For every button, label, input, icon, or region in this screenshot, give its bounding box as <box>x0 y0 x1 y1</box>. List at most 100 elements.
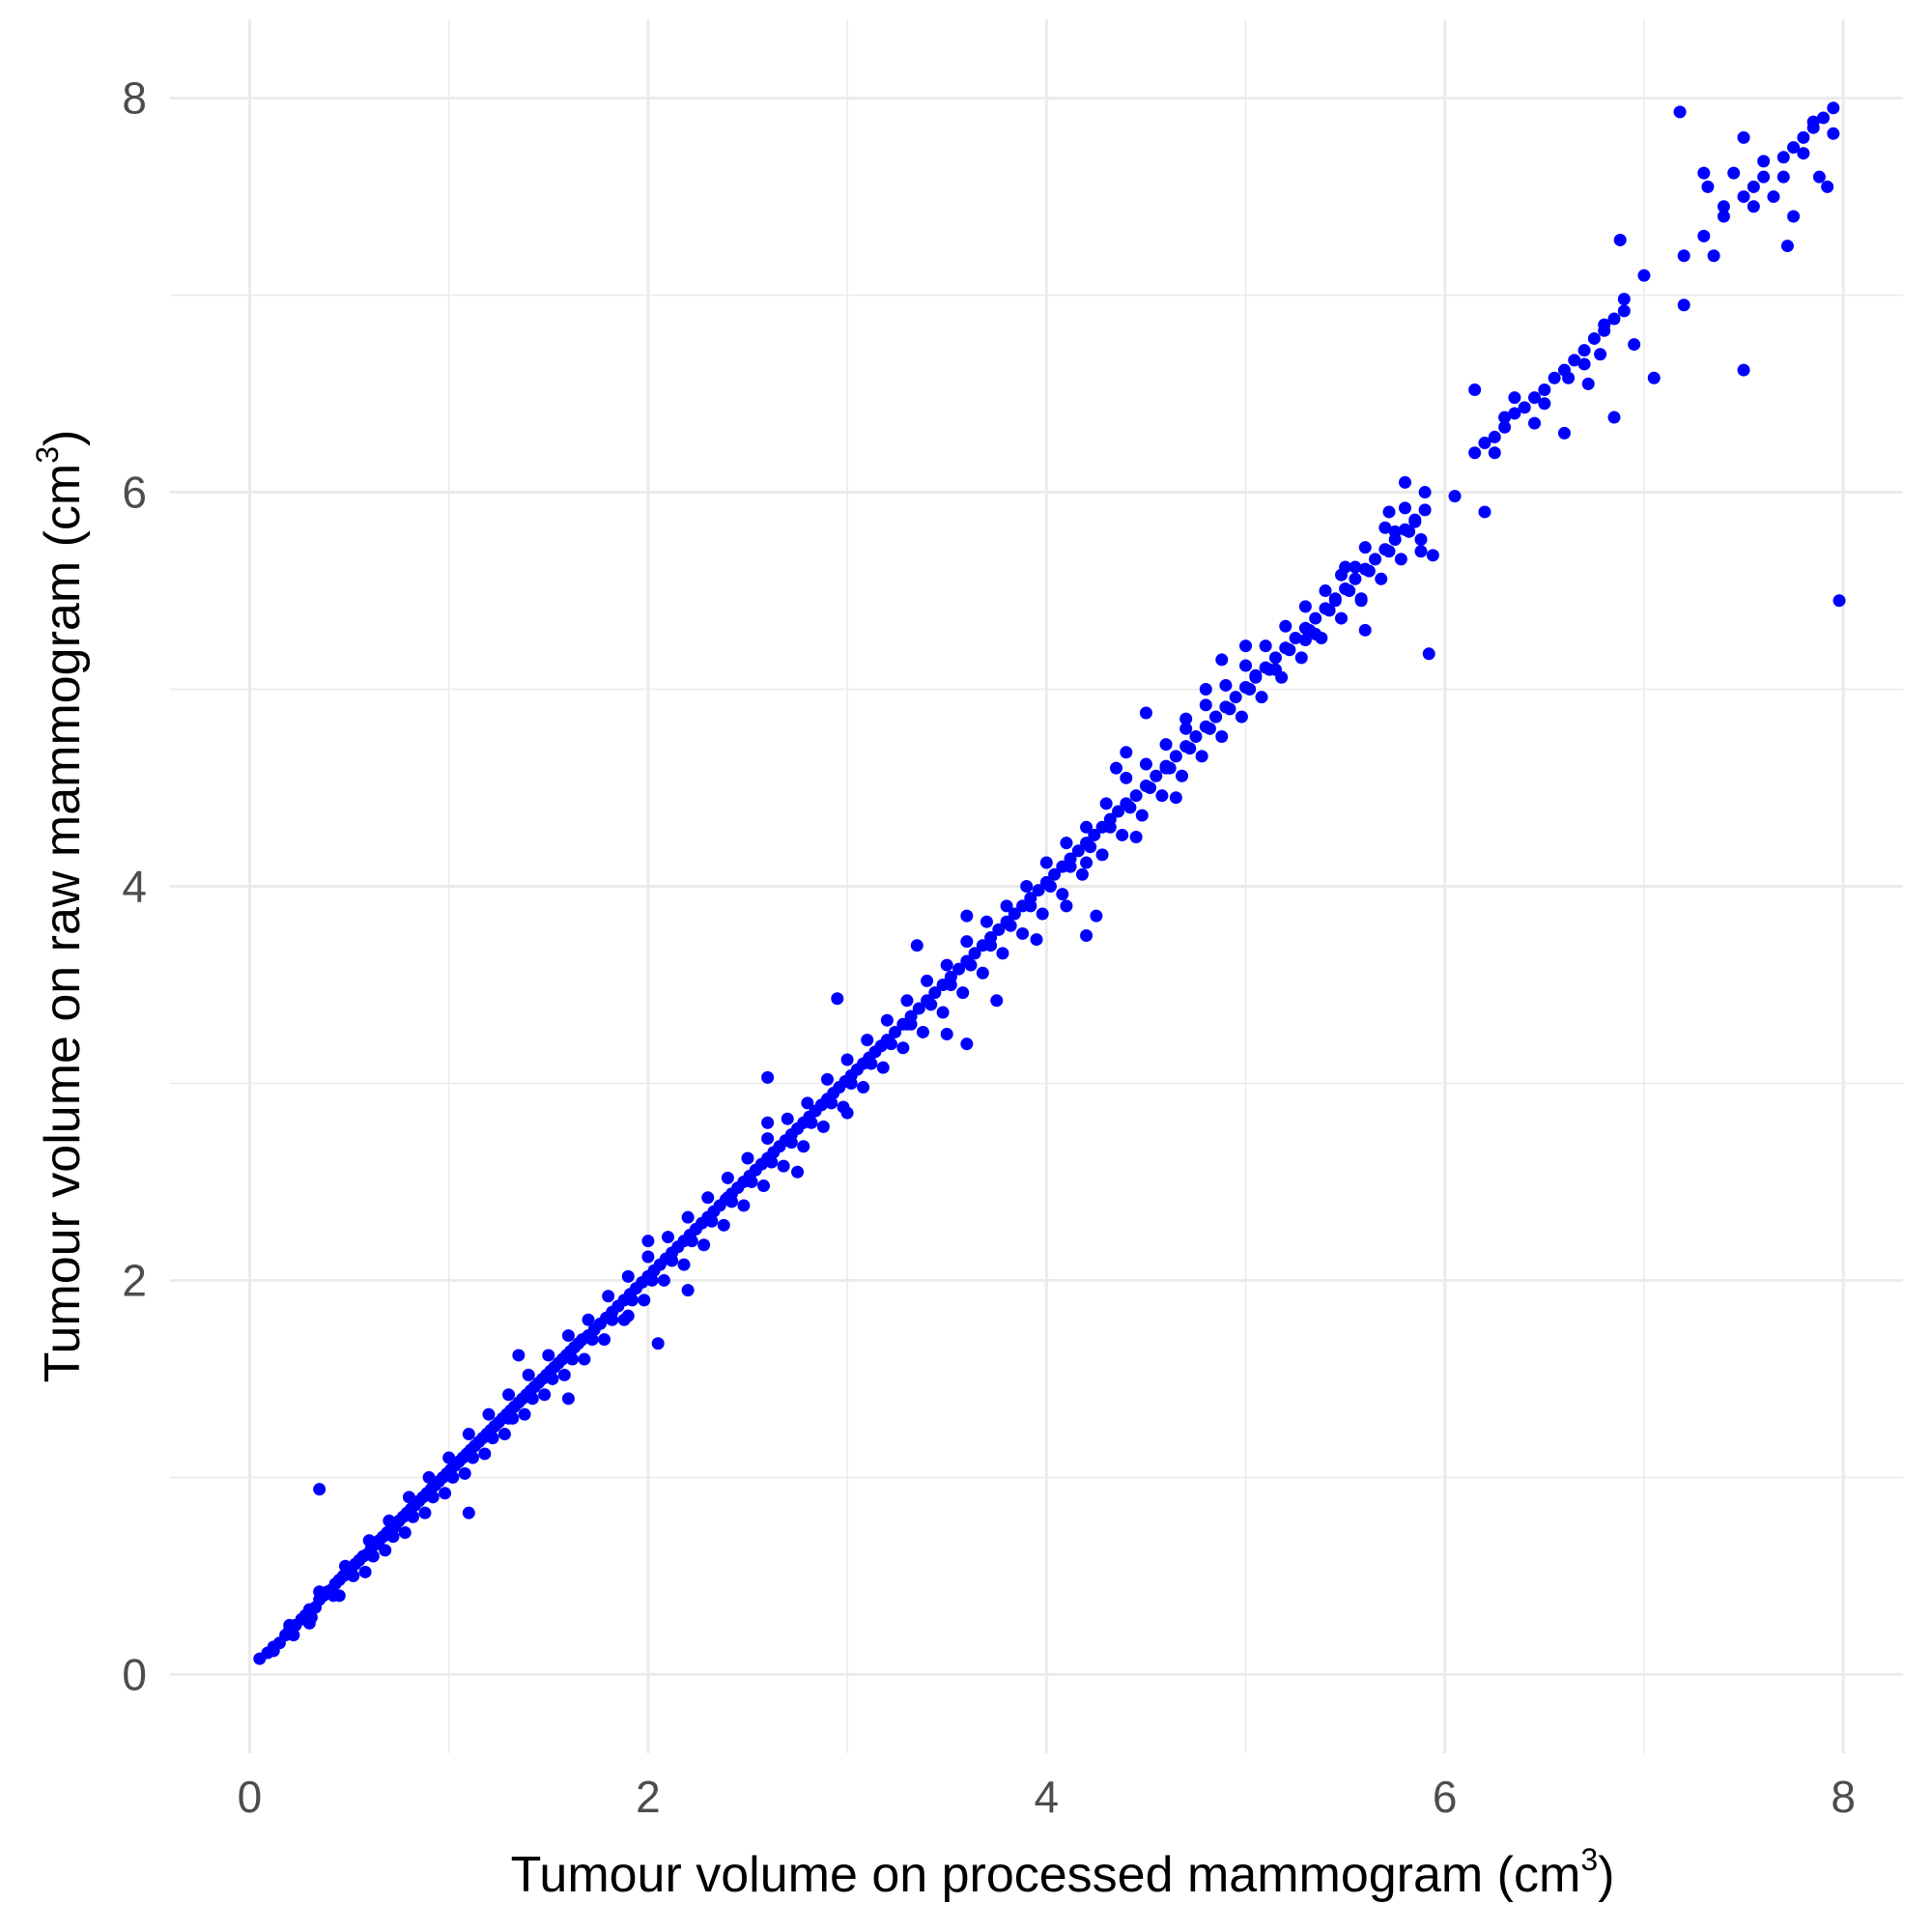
data-point <box>1268 651 1282 665</box>
x-tick-label: 8 <box>1831 1772 1856 1822</box>
data-point <box>1179 722 1193 735</box>
data-point <box>561 1392 575 1406</box>
data-point <box>816 1120 830 1133</box>
data-point <box>791 1165 805 1179</box>
data-point <box>497 1428 511 1441</box>
data-point <box>960 935 974 949</box>
data-point <box>737 1199 751 1212</box>
data-point <box>820 1072 834 1086</box>
data-point <box>1064 860 1077 873</box>
data-point <box>1508 391 1521 405</box>
data-point <box>422 1470 436 1484</box>
data-point <box>1043 880 1057 893</box>
x-tick-label: 6 <box>1433 1772 1458 1822</box>
data-point <box>1577 357 1591 371</box>
data-point <box>956 986 970 1000</box>
data-point <box>681 1284 695 1297</box>
data-point <box>1235 710 1248 724</box>
data-point <box>313 1585 327 1599</box>
data-point <box>651 1337 665 1350</box>
data-point <box>512 1349 526 1362</box>
data-point <box>1150 769 1163 782</box>
data-point <box>1737 363 1750 377</box>
data-point <box>1747 200 1760 213</box>
data-point <box>1008 907 1021 921</box>
data-point <box>1806 115 1820 128</box>
grid-lines <box>170 19 1903 1753</box>
data-point <box>1169 791 1182 805</box>
data-point <box>1116 828 1129 841</box>
data-point <box>1103 820 1117 834</box>
data-point <box>502 1411 516 1425</box>
data-point <box>439 1487 452 1500</box>
data-point <box>386 1530 400 1544</box>
data-point <box>801 1096 814 1110</box>
data-point <box>1109 761 1122 775</box>
data-point <box>1123 801 1137 814</box>
data-point <box>1598 318 1611 331</box>
data-point <box>1468 383 1482 396</box>
data-point <box>1528 416 1542 430</box>
y-axis-title-suffix: ) <box>35 430 91 446</box>
x-axis-title-sup: 3 <box>1580 1842 1598 1877</box>
data-point <box>840 1106 854 1120</box>
data-point <box>641 1250 655 1264</box>
data-point <box>1088 828 1101 841</box>
data-point <box>685 1235 698 1248</box>
data-point <box>1169 750 1182 763</box>
data-point <box>347 1569 360 1582</box>
data-point <box>1518 401 1531 414</box>
data-point <box>784 1136 798 1150</box>
data-point <box>861 1034 874 1047</box>
data-point <box>1414 533 1428 546</box>
y-tick-label: 2 <box>122 1255 147 1305</box>
data-point <box>1767 190 1780 204</box>
data-point <box>964 958 978 972</box>
data-point <box>1637 269 1651 282</box>
data-point <box>1398 475 1411 489</box>
data-point <box>1776 151 1790 164</box>
data-point <box>1199 683 1212 696</box>
data-point <box>1139 706 1152 720</box>
data-point <box>876 1061 890 1074</box>
data-point <box>442 1451 456 1464</box>
data-point <box>1701 180 1715 193</box>
data-point <box>313 1483 327 1496</box>
data-point <box>1617 304 1631 318</box>
data-point <box>921 974 934 987</box>
data-point <box>1080 856 1094 869</box>
data-point <box>1343 584 1356 598</box>
data-point <box>697 1238 711 1252</box>
data-point <box>900 1017 914 1031</box>
data-point <box>638 1293 651 1307</box>
data-point <box>478 1447 492 1461</box>
data-point <box>976 966 989 980</box>
data-point <box>1060 899 1073 913</box>
data-point <box>585 1333 599 1347</box>
data-point <box>502 1388 516 1402</box>
data-point <box>761 1116 775 1129</box>
data-point <box>1488 446 1501 460</box>
data-point <box>1048 867 1062 881</box>
data-point <box>1812 170 1826 184</box>
data-point <box>332 1589 346 1603</box>
data-point <box>1328 594 1342 608</box>
data-point <box>1255 691 1268 704</box>
data-point <box>1408 515 1422 528</box>
data-point <box>621 1269 635 1283</box>
data-point <box>968 947 981 960</box>
data-point <box>625 1293 639 1307</box>
data-point <box>1039 856 1053 869</box>
data-point <box>1677 249 1690 263</box>
data-point <box>538 1388 552 1402</box>
data-point <box>518 1407 531 1421</box>
data-point <box>884 1037 897 1051</box>
data-point <box>582 1313 595 1326</box>
data-point <box>287 1629 300 1642</box>
data-point <box>1239 659 1253 672</box>
data-point <box>1289 631 1302 644</box>
data-point <box>900 994 914 1008</box>
data-point <box>1030 933 1043 947</box>
data-point <box>557 1368 571 1381</box>
data-point <box>1099 797 1113 810</box>
